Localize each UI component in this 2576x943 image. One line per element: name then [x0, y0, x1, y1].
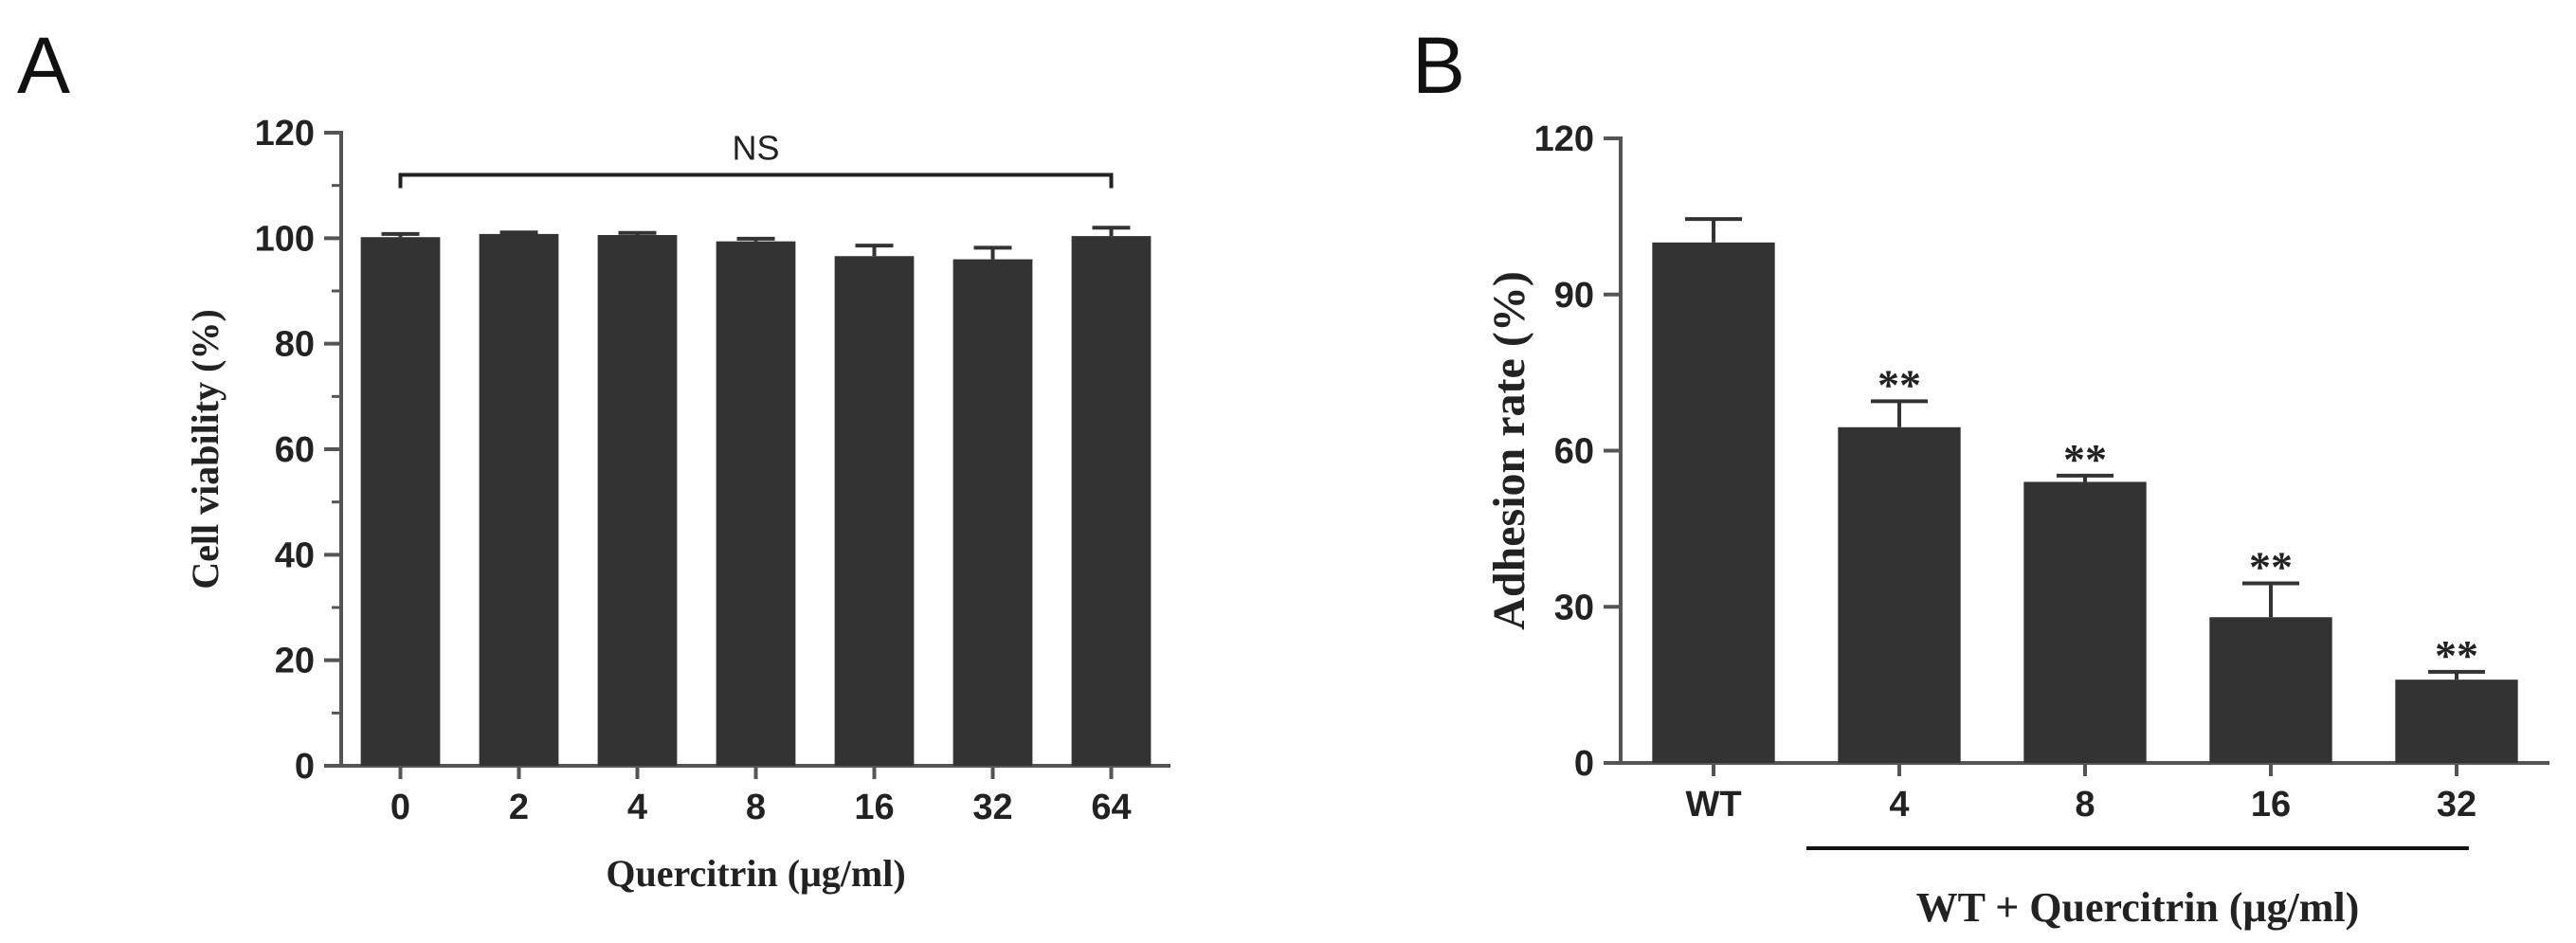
- y-tick-label: 80: [275, 325, 315, 365]
- x-tick-label: 32: [2437, 785, 2476, 825]
- y-tick-label: 20: [275, 642, 315, 681]
- bar: [1838, 426, 1961, 763]
- x-tick-label: 2: [509, 788, 529, 827]
- x-axis-title: Quercitrin (μg/ml): [606, 852, 905, 895]
- ns-label: NS: [732, 129, 779, 168]
- y-tick-label: 40: [275, 535, 315, 575]
- bar: [2395, 680, 2518, 763]
- x-tick-label: 4: [1889, 785, 1909, 825]
- y-axis-title: Cell viability (%): [184, 309, 227, 589]
- bar: [2023, 481, 2147, 763]
- y-tick-label: 120: [1534, 119, 1594, 159]
- x-tick-label: 16: [2251, 785, 2291, 825]
- y-tick-label: 0: [295, 747, 315, 787]
- x-tick-label: 8: [746, 788, 766, 827]
- bar: [1071, 236, 1152, 766]
- bar: [597, 234, 678, 766]
- bar: [716, 241, 796, 766]
- x-tick-label: WT: [1685, 785, 1741, 825]
- chart-b-adhesion-rate: 0 30 60 90 120 WT 4 ** 8 ** 16 ** 32 ** Adhesion rate …: [1484, 119, 2549, 931]
- bar: [2209, 617, 2332, 763]
- y-axis-title: Adhesion rate (%): [1484, 271, 1534, 630]
- x-tick-label: 64: [1091, 788, 1131, 827]
- y-tick-label: 90: [1554, 276, 1594, 316]
- x-tick-label: 32: [972, 788, 1012, 827]
- bar: [360, 237, 441, 767]
- panel-a-letter: A: [17, 21, 70, 110]
- x-tick-label: 4: [627, 788, 647, 827]
- y-tick-label: 60: [1554, 432, 1594, 472]
- significance-marker: **: [1878, 360, 1921, 408]
- x-axis-title: WT + Quercitrin (μg/ml): [1916, 884, 2360, 931]
- chart-a-cell-viability: 0 20 40 60 80 100 120 0 2 4 8 16 32 64 Cell viability …: [184, 114, 1170, 895]
- y-tick-label: 0: [1574, 744, 1594, 784]
- panel-b-letter: B: [1412, 21, 1465, 110]
- x-tick-label: 8: [2075, 785, 2095, 825]
- ns-bracket: [398, 172, 1114, 189]
- significance-marker: **: [2435, 631, 2478, 680]
- y-tick-label: 100: [255, 219, 315, 259]
- y-tick-label: 30: [1554, 588, 1594, 627]
- bar: [952, 259, 1033, 767]
- y-tick-label: 120: [255, 114, 315, 154]
- bar: [1652, 242, 1775, 764]
- bar: [834, 256, 915, 766]
- significance-marker: **: [2249, 543, 2293, 591]
- y-tick-label: 60: [275, 430, 315, 470]
- x-tick-label: 0: [390, 788, 410, 827]
- significance-marker: **: [2063, 435, 2107, 483]
- x-tick-label: 16: [854, 788, 894, 827]
- bar: [479, 233, 559, 766]
